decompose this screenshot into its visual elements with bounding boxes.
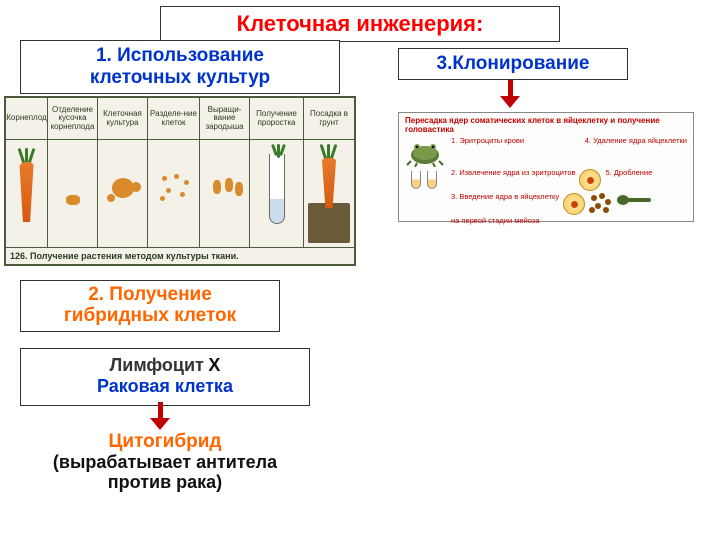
section-2-box: 2. Получение гибридных клеток	[20, 280, 280, 332]
cell-embryo	[200, 140, 250, 247]
frog-step-5: 5. Дробление	[605, 169, 652, 177]
cell-division	[148, 140, 200, 247]
frog-step-3: 3. Введение ядра в яйцеклетку	[451, 193, 559, 201]
section-1-box: 1. Использование клеточных культур	[20, 40, 340, 94]
carrot-table-caption: 126. Получение растения методом культуры…	[6, 248, 354, 264]
frog-step-6: на первой стадии мейоза	[451, 217, 539, 225]
frog-icon	[405, 137, 447, 167]
transfer-cell-icon	[563, 193, 585, 215]
hybrid-box: Лимфоцит Х Раковая клетка	[20, 348, 310, 406]
cell-planting	[304, 140, 354, 247]
frog-title: Пересадка ядер соматических клеток в яйц…	[405, 117, 687, 135]
title-text: Клеточная инженерия:	[237, 11, 484, 36]
col-header-6: Получение проростка	[250, 98, 304, 139]
cell-carrot-piece	[48, 140, 98, 247]
cleavage-icon	[589, 193, 613, 215]
cell-carrot-whole	[6, 140, 48, 247]
lymphocyte-label: Лимфоцит	[110, 355, 204, 375]
carrot-culture-table: Корнеплод Отделение кусочка корнеплода К…	[4, 96, 356, 266]
egg-cell-icon	[579, 169, 601, 191]
frog-cloning-diagram: Пересадка ядер соматических клеток в яйц…	[398, 112, 694, 222]
cell-culture	[98, 140, 148, 247]
title-box: Клеточная инженерия:	[160, 6, 560, 42]
antibody-note-line1: (вырабатывает антитела	[20, 453, 310, 473]
cell-sprout-tube	[250, 140, 304, 247]
col-header-5: Выращи-вание зародыша	[200, 98, 250, 139]
frog-step-2: 2. Извлечение ядра из эритроцитов	[451, 169, 575, 177]
col-header-7: Посадка в грунт	[304, 98, 354, 139]
frog-step-1: 1. Эритроциты крови	[451, 137, 524, 145]
col-header-2: Отделение кусочка корнеплода	[48, 98, 98, 139]
section-2-line2: гибридных клеток	[29, 306, 271, 327]
section-2-line1: 2. Получение	[29, 285, 271, 306]
carrot-table-body	[6, 140, 354, 248]
result-area: Цитогибрид (вырабатывает антитела против…	[20, 432, 310, 492]
antibody-note-line2: против рака)	[20, 473, 310, 493]
section-3-text: 3.Клонирование	[437, 53, 590, 74]
carrot-table-header: Корнеплод Отделение кусочка корнеплода К…	[6, 98, 354, 140]
section-3-box: 3.Клонирование	[398, 48, 628, 80]
frog-step-4: 4. Удаление ядра яйцеклетки	[585, 137, 687, 145]
col-header-3: Клеточная культура	[98, 98, 148, 139]
section-1-line2: клеточных культур	[29, 67, 331, 89]
cross-x: Х	[208, 355, 220, 375]
col-header-4: Разделе-ние клеток	[148, 98, 200, 139]
section-1-line1: 1. Использование	[29, 45, 331, 67]
tadpole-icon	[617, 193, 653, 207]
cancer-cell-label: Раковая клетка	[29, 376, 301, 397]
col-header-1: Корнеплод	[6, 98, 48, 139]
cytohybrid-label: Цитогибрид	[20, 432, 310, 453]
